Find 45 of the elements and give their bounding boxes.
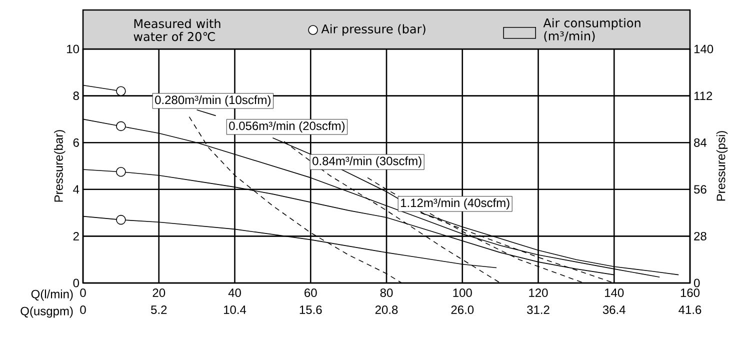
x-tick-label: 100 <box>453 288 472 298</box>
x2-axis-title: Q(usgpm) <box>20 306 73 318</box>
x2-tick-label: 36.4 <box>602 306 626 314</box>
annotation: 1.12m³/min (40scfm) <box>401 198 510 210</box>
point <box>116 86 126 96</box>
text: Air consumption (m³/min) <box>543 18 640 42</box>
y2-axis-title: Pressure(psi) <box>716 131 728 201</box>
x-tick-label: 40 <box>228 288 241 298</box>
y-tick-label: 10 <box>67 44 80 54</box>
x2-tick-label: 15.6 <box>300 306 322 314</box>
legend-label: Air pressure (bar) <box>321 24 426 36</box>
y-tick-label: 6 <box>73 138 79 147</box>
text: Measured with water of 20℃ <box>134 18 220 42</box>
annotation: 0.280m³/min (10scfm) <box>155 95 270 107</box>
x2-tick-label: 5.2 <box>151 306 167 314</box>
y2-tick-label: 28 <box>694 232 706 240</box>
x-tick-label: 20 <box>152 288 166 298</box>
y2-tick-label: 0 <box>694 278 700 288</box>
point <box>116 214 126 225</box>
x2-tick-label: 41.6 <box>678 306 702 314</box>
y-axis-title: Pressure(bar) <box>54 130 66 202</box>
x-tick-label: 140 <box>605 288 624 298</box>
x-tick-label: 0 <box>80 288 86 298</box>
x2-tick-label: 0 <box>80 306 86 314</box>
x-axis-title: Q(l/min) <box>31 290 73 301</box>
x2-tick-label: 10.4 <box>224 306 246 314</box>
y-tick-label: 0 <box>73 278 80 288</box>
annotation: 0.84m³/min (30scfm) <box>312 156 422 168</box>
y2-tick-label: 112 <box>694 92 712 100</box>
x-tick-label: 60 <box>304 288 317 298</box>
y-tick-label: 4 <box>73 185 80 194</box>
annotation: 0.056m³/min (20scfm) <box>229 121 345 132</box>
x2-tick-label: 31.2 <box>527 306 550 314</box>
point <box>116 121 126 132</box>
y-tick-label: 2 <box>73 232 79 240</box>
y2-tick-label: 140 <box>694 44 714 54</box>
y2-tick-label: 56 <box>694 185 706 194</box>
x-tick-label: 120 <box>529 288 548 298</box>
x-tick-label: 160 <box>680 288 700 298</box>
y-tick-label: 8 <box>73 92 79 100</box>
x2-tick-label: 20.8 <box>375 306 398 314</box>
point <box>116 166 126 177</box>
x2-tick-label: 26.0 <box>451 306 474 314</box>
x-tick-label: 80 <box>380 288 393 298</box>
y2-tick-label: 84 <box>694 138 707 147</box>
